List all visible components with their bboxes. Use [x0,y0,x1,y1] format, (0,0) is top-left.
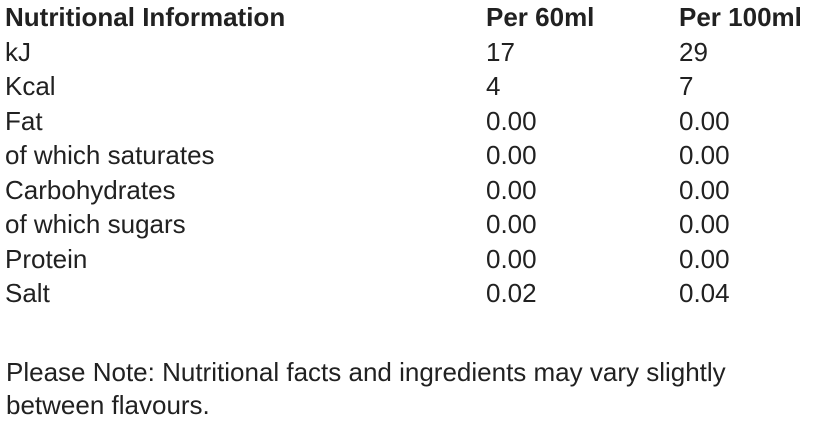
table-row: Protein 0.00 0.00 [5,242,815,277]
table-row: kJ 17 29 [5,35,815,70]
row-value-per-100ml: 0.00 [679,209,730,239]
row-label: Protein [5,243,88,274]
row-label: kJ [5,36,31,67]
table-row: Kcal 4 7 [5,69,815,104]
row-label: Carbohydrates [5,174,176,205]
row-value-per-60ml: 17 [486,36,515,67]
row-value-per-100ml: 0.00 [679,243,730,274]
row-label: Kcal [5,71,56,101]
row-label: of which saturates [5,140,215,170]
table-row: Salt 0.02 0.04 [5,276,815,311]
row-value-per-100ml: 0.00 [679,105,730,136]
row-value-per-60ml: 0.00 [486,140,537,170]
table-row: Fat 0.00 0.00 [5,104,815,139]
column-header-nutritional-information: Nutritional Information [5,2,286,32]
row-value-per-100ml: 0.04 [679,278,730,308]
row-label: Fat [5,105,43,136]
table-row: of which sugars 0.00 0.00 [5,207,815,242]
row-value-per-60ml: 0.00 [486,243,537,274]
row-label: of which sugars [5,209,186,239]
row-value-per-100ml: 0.00 [679,174,730,205]
row-value-per-60ml: 0.00 [486,209,537,239]
table-header-row: Nutritional Information Per 60ml Per 100… [5,0,815,35]
row-value-per-60ml: 0.00 [486,105,537,136]
row-value-per-60ml: 4 [486,71,501,101]
table-row: of which saturates 0.00 0.00 [5,138,815,173]
column-header-per-60ml: Per 60ml [486,2,595,32]
note-text: Please Note: Nutritional facts and ingre… [6,356,726,420]
row-label: Salt [5,278,50,308]
column-header-per-100ml: Per 100ml [679,2,802,32]
row-value-per-60ml: 0.02 [486,278,537,308]
row-value-per-100ml: 7 [679,71,694,101]
nutrition-table: Nutritional Information Per 60ml Per 100… [5,0,815,311]
row-value-per-60ml: 0.00 [486,174,537,205]
row-value-per-100ml: 0.00 [679,140,730,170]
row-value-per-100ml: 29 [679,36,708,67]
table-row: Carbohydrates 0.00 0.00 [5,173,815,208]
